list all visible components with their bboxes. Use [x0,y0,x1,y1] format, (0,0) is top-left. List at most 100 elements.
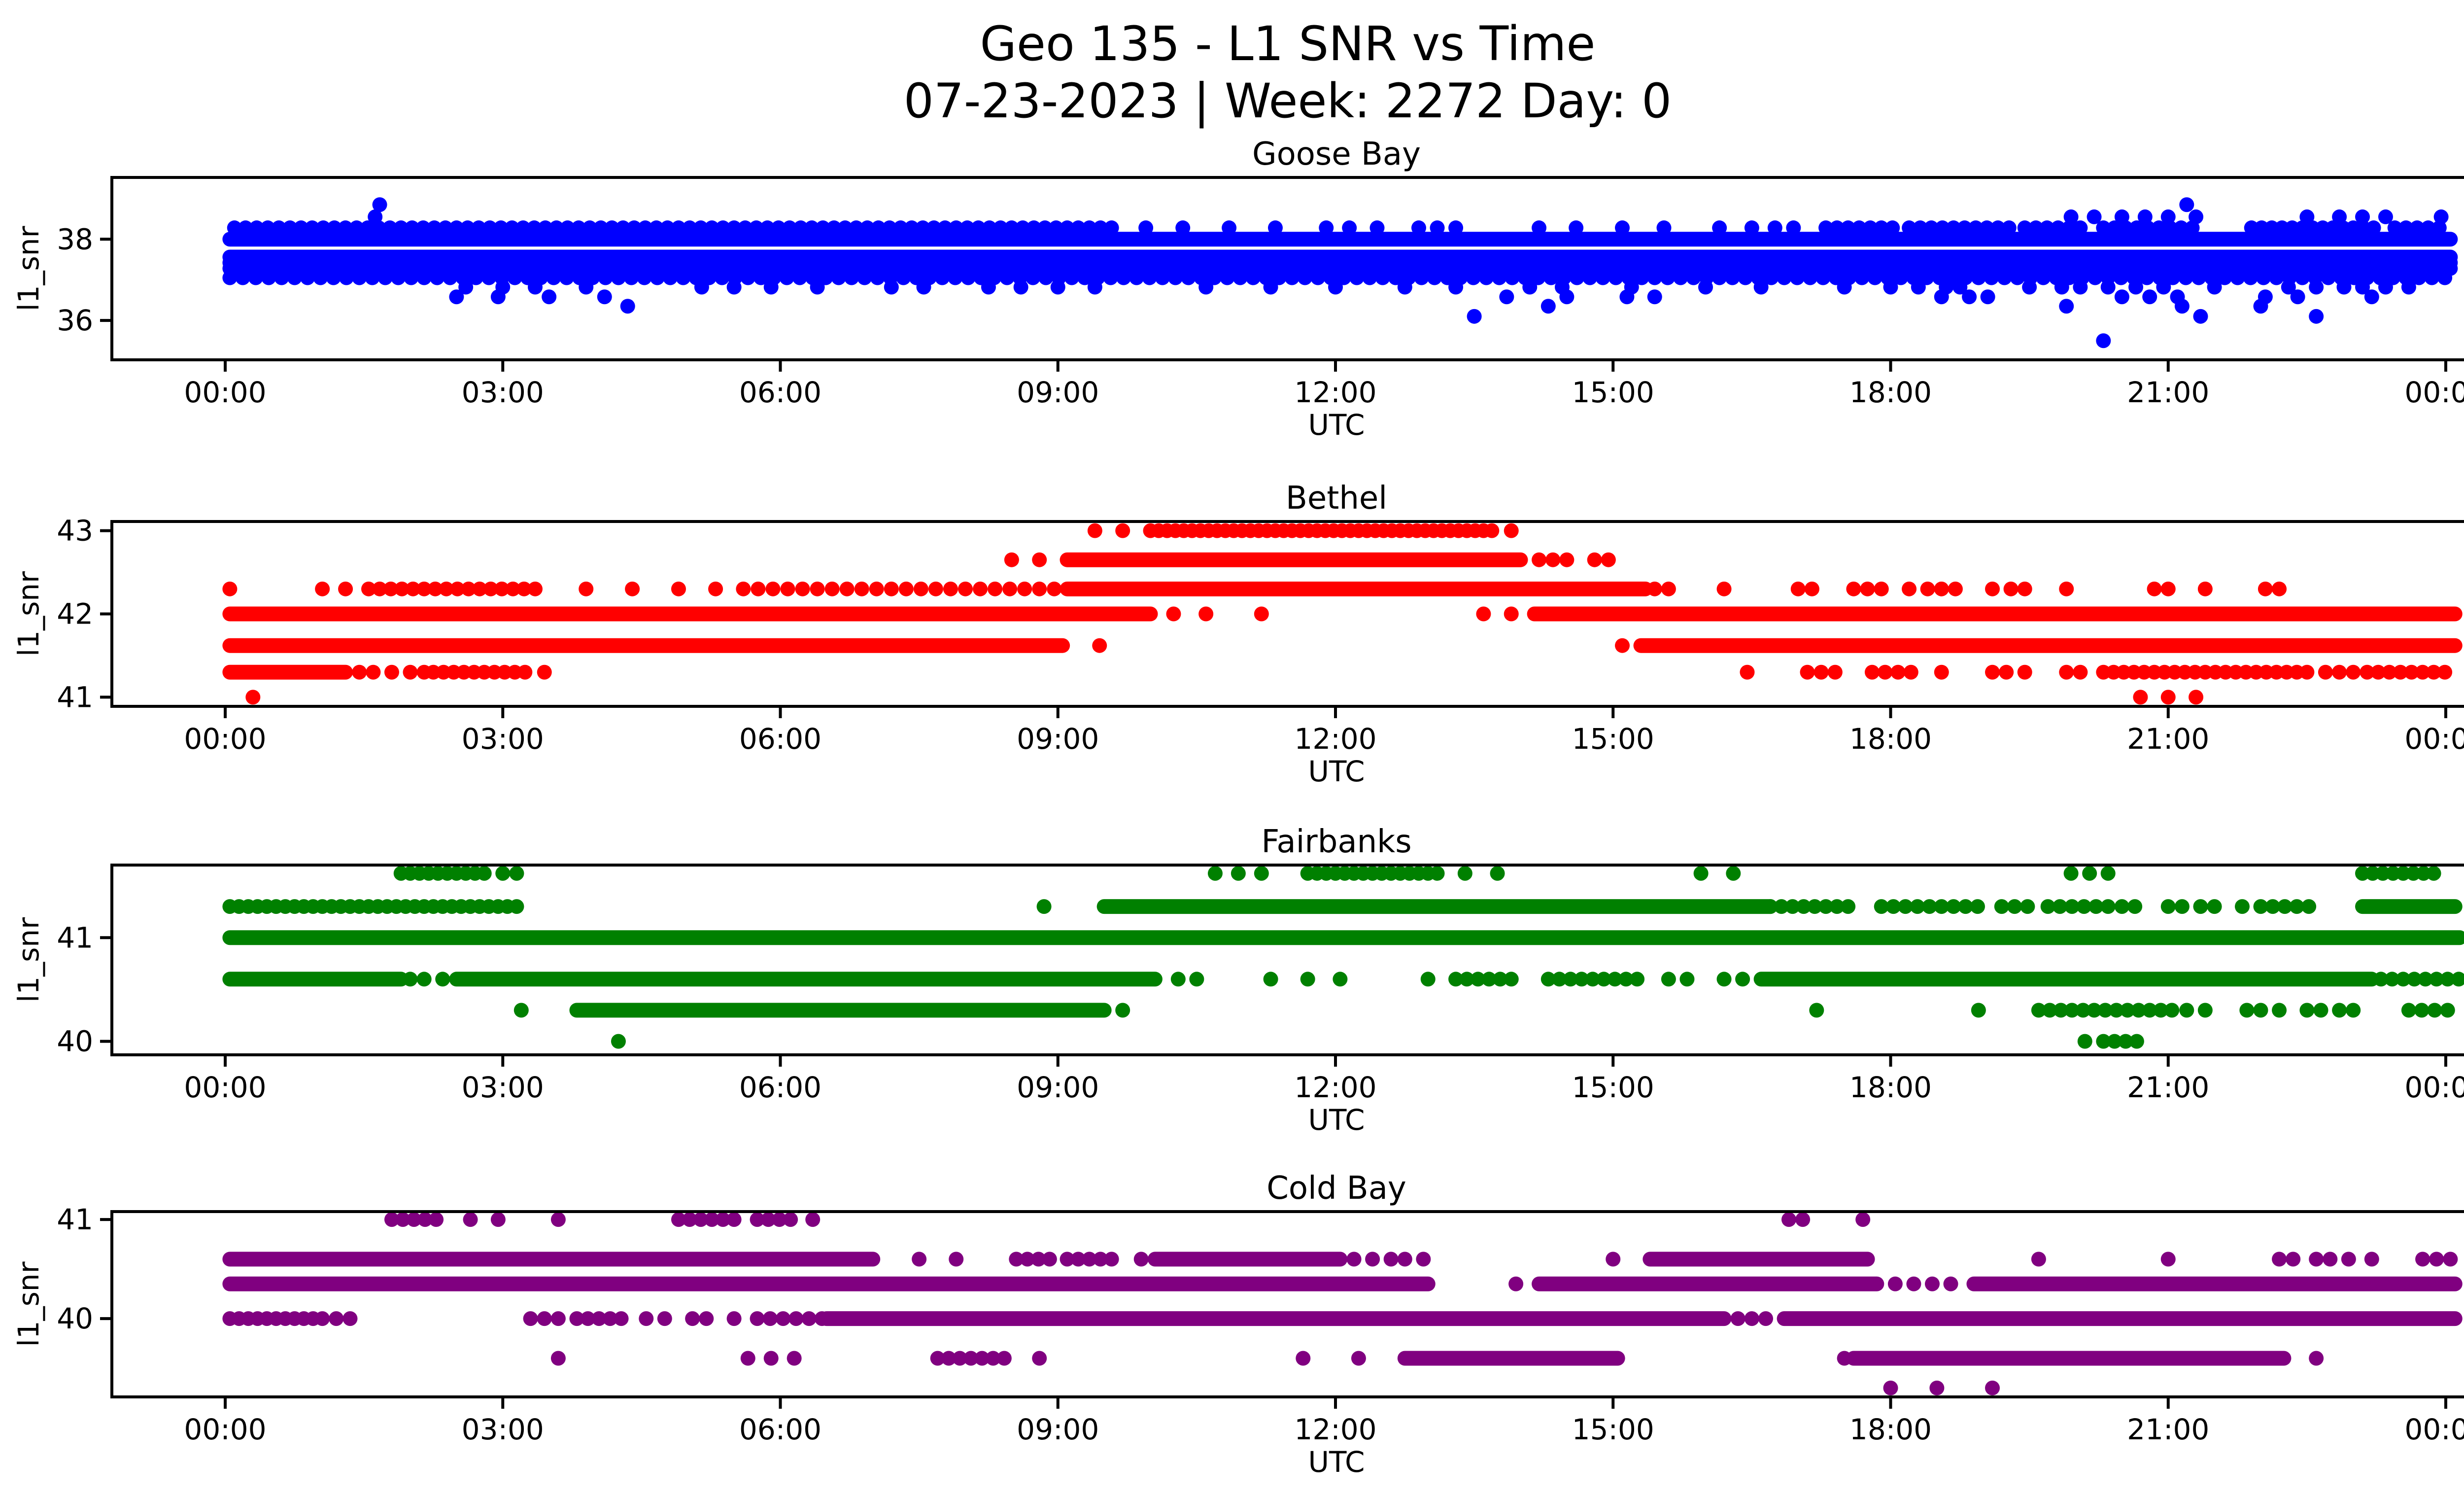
scatter-dot [2063,866,2079,881]
scatter-dot [2131,1003,2146,1018]
scatter-dot [2254,220,2269,236]
scatter-dot [2375,866,2391,881]
scatter-dot [2031,1252,2046,1267]
scatter-dot [716,1212,731,1227]
scatter-dot [750,1212,765,1227]
scatter-dot [1036,899,1052,914]
scatter-dot [2364,1252,2379,1267]
scatter-dot [716,220,731,236]
scatter-dot [779,270,794,285]
figure-subtitle: 07-23-2023 | Week: 2272 Day: 0 [904,73,1672,129]
scatter-dot [2036,270,2051,285]
scatter-dot [571,220,586,236]
x-tick-label: 15:00 [1572,1413,1654,1446]
scatter-dot [495,866,511,881]
scatter-dot [930,1351,945,1366]
axes-frame [110,1210,2464,1398]
scatter-dot [2076,899,2091,914]
scatter-dot [352,270,367,285]
scatter-dot [1328,279,1343,295]
scatter-dot [2039,220,2054,236]
scatter-dot [1115,523,1130,538]
scatter-dot [2318,664,2333,680]
scatter-dot [2147,581,2162,596]
scatter-dot [1031,1252,1046,1267]
scatter-dot [482,220,497,236]
scatter-dot [222,270,238,285]
scatter-dot [1222,220,1237,236]
scatter-dot [913,581,928,596]
scatter-dot [2193,899,2208,914]
scatter-dot [2076,1003,2091,1018]
scatter-dot [1790,581,1806,596]
scatter-dot [1618,972,1634,987]
scatter-dot [1004,220,1019,236]
scatter-dot [2259,664,2274,680]
scatter-dot [604,220,619,236]
scatter-dot [958,581,973,596]
scatter-dot [993,220,1008,236]
scatter-dot [1686,270,1701,285]
scatter-dot [2073,279,2088,295]
scatter-dot [2346,1003,2361,1018]
scatter-dot [1693,866,1709,881]
scatter-dot [523,1311,538,1326]
x-tick-label: 00:00 [2404,1071,2464,1104]
scatter-dot [2160,581,2176,596]
scatter-dot [1082,1252,1097,1267]
scatter-dot [2315,220,2330,236]
scatter-dot [1493,972,1508,987]
scatter-dot [1104,220,1119,236]
scatter-dot [438,220,453,236]
scatter-dot [1943,1276,1958,1291]
scatter-dot [2087,1003,2102,1018]
scatter-dot [1505,270,1520,285]
scatter-dot [1020,1252,1035,1267]
scatter-dot [2165,270,2181,285]
scatter-dot [1026,220,1041,236]
scatter-dot [2398,220,2414,236]
scatter-dot [1388,270,1403,285]
scatter-dot [1351,1351,1366,1366]
scatter-dot [2160,899,2176,914]
scatter-dot [1333,972,1348,987]
scatter-dot [527,220,542,236]
scatter-dot [2286,1252,2301,1267]
scatter-dot [2073,664,2088,680]
scatter-dot [2401,279,2416,295]
scatter-dot [2160,690,2176,705]
scatter-dot [1738,270,1753,285]
scatter-dot [810,279,825,295]
scatter-dot [327,220,342,236]
scatter-dot [443,270,458,285]
scatter-dot [2077,1034,2092,1049]
scatter-dot [2279,664,2294,680]
scatter-dot [2301,899,2317,914]
scatter-dot [2031,1003,2046,1018]
scatter-dot [490,1212,506,1227]
scatter-dot [1980,289,1995,305]
scatter-dot [1166,606,1181,622]
scatter-dot [1298,270,1313,285]
scatter-dot [2451,972,2464,987]
scatter-dot [2178,270,2193,285]
scatter-series [222,523,2463,705]
scatter-dot [749,220,764,236]
x-tick-label: 21:00 [2127,1413,2209,1446]
scatter-dot [537,1311,552,1326]
scatter-dot [2162,220,2178,236]
scatter-dot [1245,270,1261,285]
scatter-dot [342,1311,358,1326]
scatter-dot [493,220,509,236]
scatter-dot [2174,299,2190,314]
scatter-dot [1630,972,1645,987]
scatter-dot [2253,899,2268,914]
scatter-dot [2238,664,2254,680]
scatter-dot [2290,289,2305,305]
scatter-dot [1934,899,1949,914]
scatter-dot [2264,220,2280,236]
scatter-dot [650,270,665,285]
scatter-dot [948,270,963,285]
scatter-dot [1047,581,1062,596]
scatter-dot [1296,1351,1311,1366]
